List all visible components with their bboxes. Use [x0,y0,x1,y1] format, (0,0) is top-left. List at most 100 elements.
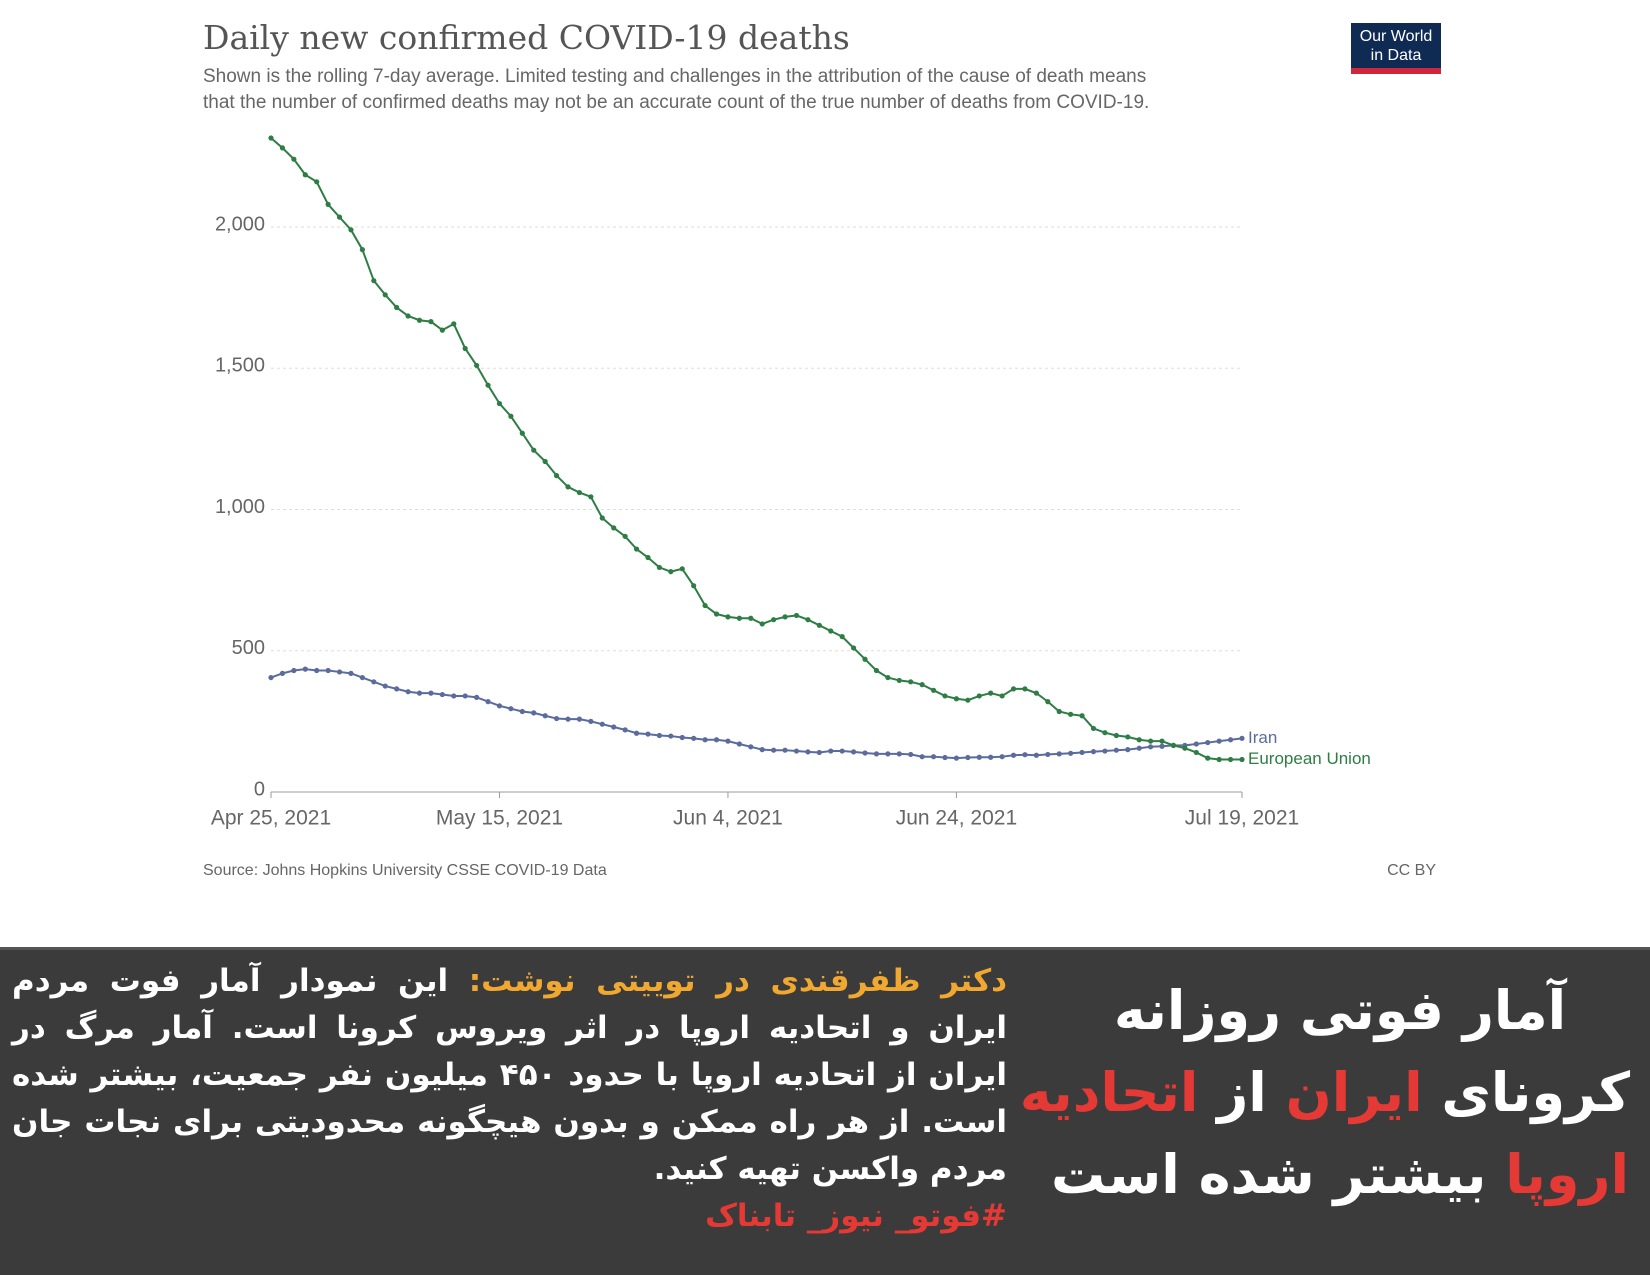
data-point [382,683,388,689]
data-point [1193,741,1199,747]
body-lead: دکتر ظفرقندی در توییتی نوشت: [468,963,1008,999]
data-point [1205,739,1211,746]
data-point [1010,752,1017,758]
data-point [1068,750,1074,756]
headline-segment: اتحادیه [1019,1061,1199,1124]
data-point [873,667,880,674]
data-point [428,319,434,325]
data-point [942,693,948,699]
data-point [930,687,937,693]
data-point [508,706,514,712]
data-point [394,686,400,692]
data-point [405,689,411,695]
data-point [553,473,560,479]
data-point [576,489,583,496]
data-point [268,674,274,681]
data-point [474,694,480,700]
data-point [736,741,742,747]
series-line [270,137,1242,761]
data-point [1125,747,1131,753]
data-point [771,747,777,753]
data-point [588,494,594,500]
data-point [988,754,994,760]
data-point [314,179,320,185]
data-point [1193,749,1199,756]
data-point [1045,699,1051,705]
data-point [451,321,457,327]
data-point [496,400,503,407]
data-point [736,615,742,621]
data-point [645,554,651,561]
data-point [599,721,605,727]
headline-line: کرونای ایران از اتحادیه [1020,1052,1630,1134]
y-tick-label: 2,000 [215,213,265,235]
data-point [1182,745,1188,751]
data-point [679,734,685,741]
data-point [885,674,891,681]
data-point [371,679,377,685]
data-point [1239,756,1245,763]
x-tick-label: Apr 25, 2021 [211,807,331,830]
data-point [348,670,354,676]
data-point [1033,690,1039,696]
series-label: Iran [1248,728,1277,747]
data-point [668,733,674,739]
data-point [1227,737,1234,743]
data-point [748,615,754,621]
data-point [930,754,937,760]
data-point [314,667,320,674]
headline-segment: اروپا [1505,1143,1629,1206]
data-point [725,738,731,744]
chart-title: Daily new confirmed COVID-19 deaths [203,18,850,57]
data-point [508,413,514,419]
data-point [291,156,297,162]
data-point [1216,756,1222,763]
headline-segment: از [1198,1061,1286,1124]
data-point [793,748,800,754]
hashtag: #فوتو_ نیوز_ تابناک [705,1198,1007,1234]
data-point [336,669,343,675]
y-tick-label: 1,500 [215,355,265,377]
data-point [428,690,434,696]
data-point [279,670,286,676]
data-point [302,666,308,672]
logo-line: in Data [1370,47,1422,64]
data-point [279,145,286,151]
x-tick-label: Jun 4, 2021 [673,807,783,830]
data-point [1102,730,1108,736]
data-point [1159,743,1165,749]
data-point [782,747,788,753]
data-point [1159,738,1165,744]
data-point [542,458,548,465]
data-point [599,515,605,521]
x-tick-label: Jun 24, 2021 [896,807,1017,830]
data-point [748,744,754,750]
data-point [976,754,982,760]
data-point [1079,713,1085,719]
data-point [656,564,663,571]
data-point [702,602,708,609]
data-point [416,317,423,323]
data-point [325,201,331,207]
data-point [451,693,457,699]
data-point [359,247,365,253]
data-point [999,693,1005,699]
headline-line: اروپا بیشتر شده است [1050,1134,1630,1216]
data-point [839,634,845,640]
data-point [1227,756,1234,763]
data-point [531,710,537,716]
data-point [965,697,971,703]
data-point [519,708,525,715]
data-point [908,679,914,685]
headline-line: آمار فوتی روزانه [1050,970,1630,1052]
data-point [816,622,822,628]
data-point [1056,708,1062,715]
data-point [542,713,548,719]
data-point [1090,749,1097,755]
data-point [1148,738,1154,744]
logo: Our World in Data [1351,23,1441,74]
data-point [862,656,868,662]
data-point [1022,686,1028,692]
data-point [1079,749,1085,756]
data-point [908,751,914,758]
